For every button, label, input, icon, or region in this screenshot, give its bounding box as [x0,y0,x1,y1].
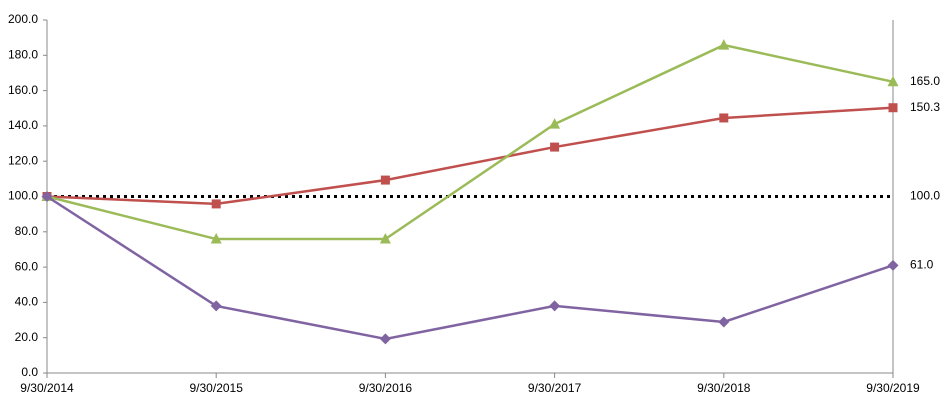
marker [550,142,560,152]
value-label: 100.0 [910,189,940,203]
y-tick-label: 140.0 [8,118,38,132]
marker [549,300,561,312]
y-tick-label: 180.0 [8,47,38,61]
y-tick-label: 40.0 [15,295,39,309]
series-line [46,43,894,241]
marker [379,233,391,244]
marker [888,103,898,113]
x-tick-label: 9/30/2014 [20,381,74,395]
marker [379,333,391,345]
marker [718,316,730,328]
y-tick-label: 0.0 [21,365,38,379]
y-tick-label: 100.0 [8,189,38,203]
x-tick-label: 9/30/2017 [528,381,582,395]
series-line [46,195,894,341]
marker [887,259,899,271]
x-tick-label: 9/30/2019 [866,381,920,395]
y-tick-label: 200.0 [8,12,38,26]
y-tick-label: 80.0 [15,224,39,238]
marker [41,191,53,202]
y-tick-label: 160.0 [8,83,38,97]
y-tick-label: 60.0 [15,259,39,273]
marker [211,199,221,209]
y-tick-label: 120.0 [8,153,38,167]
marker [210,233,222,244]
x-tick-label: 9/30/2018 [697,381,751,395]
marker [549,118,561,129]
marker [380,175,390,185]
marker [887,75,899,87]
x-tick-label: 9/30/2015 [190,381,244,395]
value-label: 165.0 [910,74,940,88]
x-tick-label: 9/30/2016 [359,381,413,395]
series-line [46,106,894,206]
value-label: 150.3 [910,100,940,114]
marker [719,113,729,123]
value-label: 61.0 [910,258,934,272]
marker [210,300,222,312]
y-tick-label: 20.0 [15,330,39,344]
marker [718,39,730,50]
